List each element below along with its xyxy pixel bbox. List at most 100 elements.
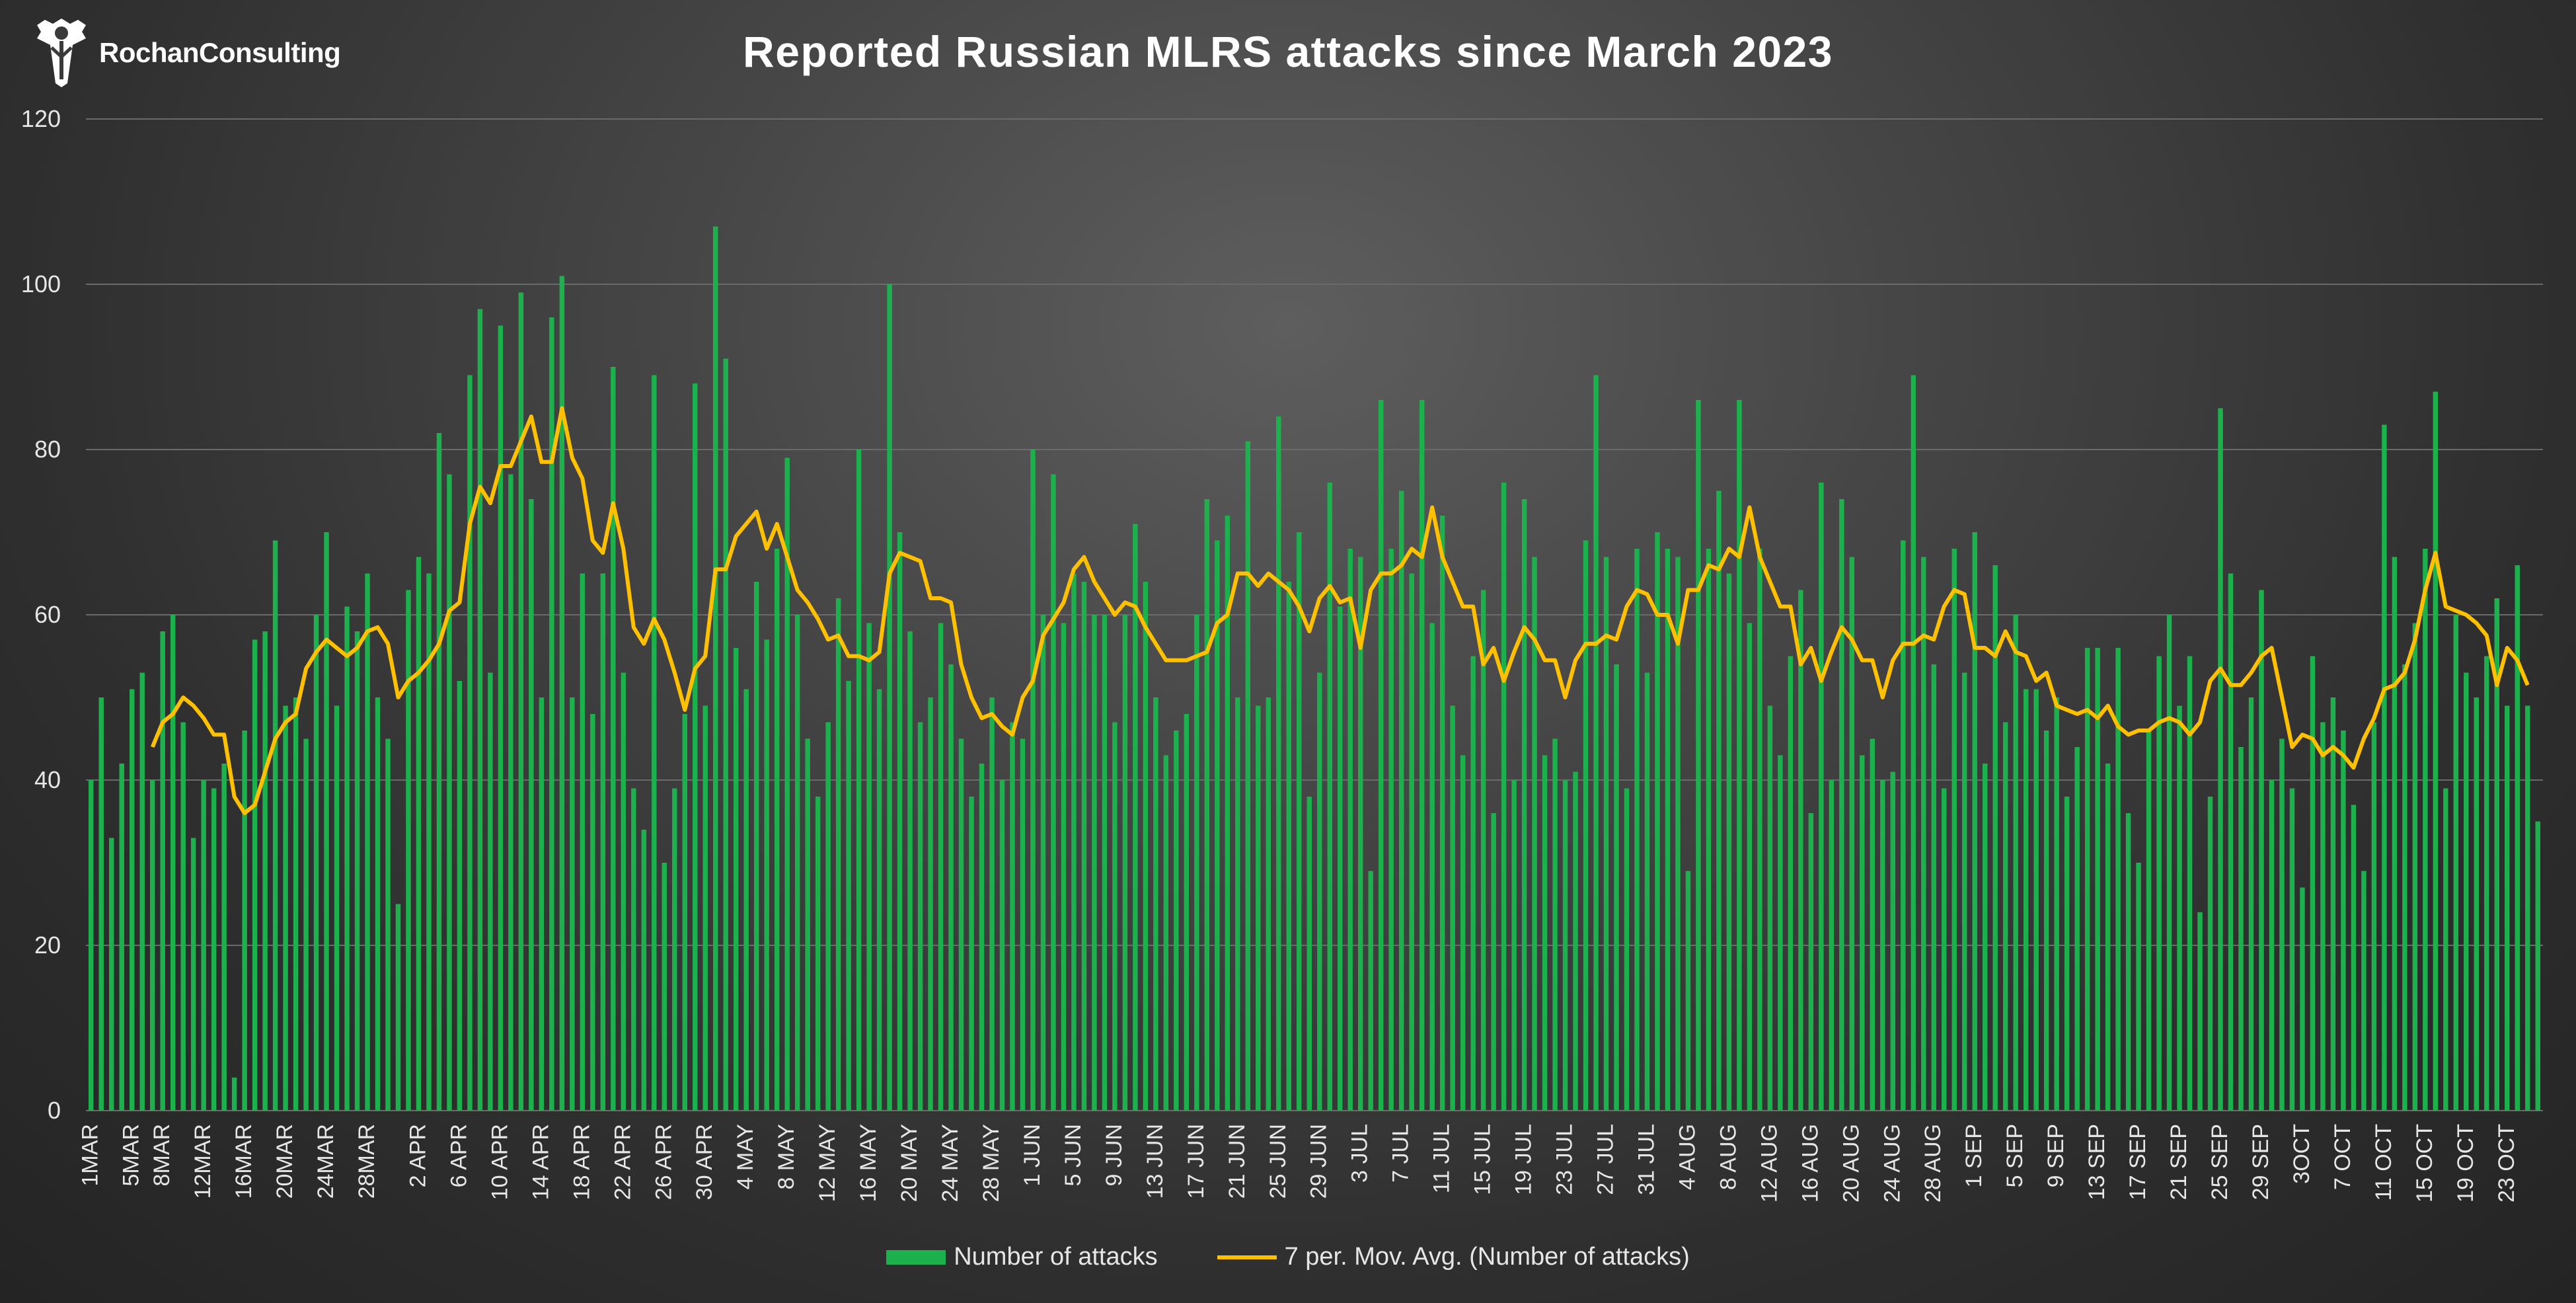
legend-item-moving-average: 7 per. Mov. Avg. (Number of attacks) <box>1217 1243 1690 1271</box>
x-tick-label: 1 SEP <box>1961 1124 1987 1187</box>
bar <box>2248 697 2254 1111</box>
bar <box>713 226 718 1111</box>
x-tick-label: 15 OCT <box>2412 1124 2437 1203</box>
bar <box>89 780 94 1111</box>
bar <box>447 474 452 1111</box>
bar <box>1757 549 1762 1111</box>
bar <box>1951 549 1957 1111</box>
bar <box>1614 664 1619 1111</box>
gridlines <box>86 118 2543 1111</box>
bar <box>2002 722 2008 1111</box>
bar <box>1624 788 1630 1111</box>
bar <box>702 705 708 1111</box>
bar <box>2269 780 2275 1111</box>
bar <box>2207 797 2213 1111</box>
bar <box>436 433 442 1111</box>
x-tick-label: 5 JUN <box>1061 1124 1086 1186</box>
bar <box>119 764 124 1111</box>
bar <box>129 689 135 1111</box>
bar <box>1153 697 1158 1111</box>
bar <box>160 631 165 1111</box>
x-tick-label: 21 SEP <box>2166 1124 2191 1200</box>
bar <box>1388 549 1394 1111</box>
bar <box>2043 730 2049 1111</box>
bar <box>2084 648 2090 1111</box>
x-tick-label: 1MAR <box>78 1124 103 1186</box>
bar <box>1901 540 1906 1111</box>
bar <box>2464 672 2469 1111</box>
bar <box>1808 813 1814 1111</box>
bar <box>753 582 759 1111</box>
bar <box>2238 747 2244 1111</box>
bar <box>1081 582 1087 1111</box>
bar <box>600 573 606 1111</box>
bar <box>856 450 862 1111</box>
bar <box>1880 780 1885 1111</box>
bar <box>1020 738 1026 1111</box>
x-tick-label: 23 OCT <box>2494 1124 2519 1203</box>
bar <box>334 705 340 1111</box>
bar <box>1706 549 1712 1111</box>
bar <box>416 557 422 1111</box>
bar <box>2453 615 2459 1111</box>
x-tick-label: 27 JUL <box>1593 1124 1618 1195</box>
x-tick-label: 28 MAY <box>979 1124 1004 1202</box>
bar <box>2443 788 2448 1111</box>
y-tick-label: 100 <box>21 270 61 297</box>
bar <box>1737 400 1742 1111</box>
shield-icon <box>37 19 86 87</box>
bar <box>1542 755 1548 1111</box>
bar <box>426 573 432 1111</box>
bar <box>170 615 176 1111</box>
bar <box>1890 771 1895 1111</box>
bar <box>590 714 595 1111</box>
x-tick-label: 29 JUN <box>1307 1124 1332 1199</box>
x-tick-label: 2 APR <box>405 1124 430 1187</box>
bar <box>2351 805 2357 1111</box>
bar <box>2033 689 2039 1111</box>
logo-text: RochanConsulting <box>99 37 341 68</box>
y-tick-label: 40 <box>34 766 61 793</box>
bar <box>303 738 309 1111</box>
bar <box>815 797 821 1111</box>
bar <box>2361 871 2367 1111</box>
bar <box>693 383 698 1111</box>
x-tick-label: 18 APR <box>569 1124 594 1200</box>
x-tick-label: 16 AUG <box>1798 1124 1823 1203</box>
x-tick-label: 20 AUG <box>1838 1124 1864 1203</box>
bar <box>488 672 493 1111</box>
bar <box>662 863 667 1111</box>
bar <box>969 797 974 1111</box>
bar <box>2525 705 2530 1111</box>
bar <box>764 639 769 1111</box>
bar <box>406 590 411 1111</box>
bar <box>1266 697 1271 1111</box>
bar <box>2505 705 2510 1111</box>
bar <box>559 276 565 1111</box>
bar <box>2228 573 2234 1111</box>
bar <box>1338 606 1343 1111</box>
x-tick-label: 24 MAY <box>938 1124 963 1202</box>
x-tick-label: 5MAR <box>119 1124 144 1186</box>
legend-label-moving-average: 7 per. Mov. Avg. (Number of attacks) <box>1284 1243 1690 1271</box>
legend: Number of attacks 7 per. Mov. Avg. (Numb… <box>0 1243 2576 1271</box>
bar <box>1357 557 1363 1111</box>
bar <box>958 738 964 1111</box>
bar <box>1194 615 1199 1111</box>
x-tick-label: 6 APR <box>446 1124 471 1187</box>
bar <box>2289 788 2295 1111</box>
bar <box>549 317 554 1111</box>
bar <box>283 705 288 1111</box>
x-tick-label: 31 JUL <box>1634 1124 1659 1195</box>
bar <box>2330 697 2336 1111</box>
bar <box>2494 598 2500 1111</box>
bar <box>1409 573 1414 1111</box>
x-tick-label: 23 JUL <box>1552 1124 1577 1195</box>
bar <box>2474 697 2480 1111</box>
chart-title: Reported Russian MLRS attacks since Marc… <box>743 27 1833 76</box>
bar <box>631 788 636 1111</box>
x-tick-label: 19 OCT <box>2453 1124 2478 1203</box>
bar <box>252 639 258 1111</box>
bar <box>262 631 268 1111</box>
bar <box>1061 623 1067 1111</box>
